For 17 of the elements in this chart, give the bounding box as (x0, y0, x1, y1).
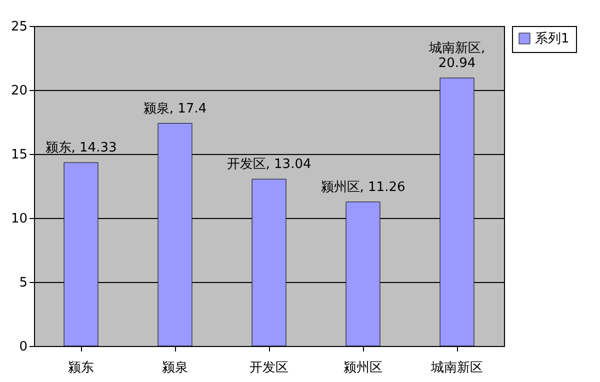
data-label: 开发区, 13.04 (226, 157, 312, 172)
x-tick-label: 开发区 (250, 360, 288, 376)
data-label: 颍泉, 17.4 (143, 101, 207, 116)
y-tick-label: 20 (10, 84, 28, 98)
y-tick-label: 5 (19, 276, 28, 290)
y-tick-label: 0 (19, 340, 28, 354)
x-tick-label: 颍州区 (344, 360, 382, 376)
y-tick-label: 25 (10, 20, 28, 34)
y-tick-label: 15 (10, 148, 28, 162)
y-tick-label: 10 (10, 212, 28, 226)
data-label: 城南新区, 20.94 (428, 40, 486, 71)
data-label: 颍州区, 11.26 (320, 180, 406, 195)
x-tick-label: 城南新区 (430, 360, 483, 376)
legend-label: 系列1 (535, 32, 570, 46)
x-tick-label: 颍东 (68, 360, 94, 376)
x-tick-label: 颍泉 (162, 360, 188, 376)
data-label: 颍东, 14.33 (45, 140, 117, 156)
